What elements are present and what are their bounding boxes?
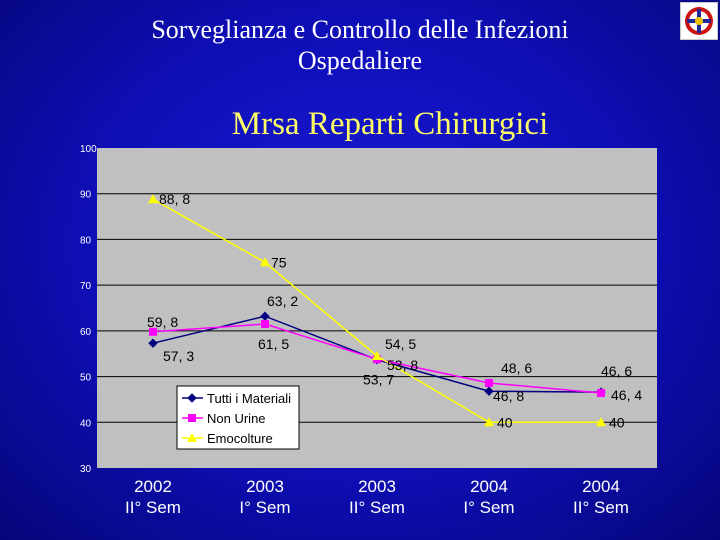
y-tick-label: 60	[80, 327, 92, 338]
legend-entry: Tutti i Materiali	[207, 391, 291, 406]
hospital-emblem-icon	[680, 2, 718, 40]
data-point	[484, 417, 494, 427]
data-label: 40	[609, 414, 625, 430]
legend-entry: Non Urine	[207, 411, 266, 426]
data-point	[484, 386, 494, 396]
data-label: 53, 7	[363, 372, 394, 388]
data-label: 75	[271, 254, 287, 270]
data-label: 48, 6	[501, 360, 532, 376]
x-tick-label: II° Sem	[125, 498, 181, 517]
data-label: 40	[497, 414, 513, 430]
x-tick-label: I° Sem	[463, 498, 514, 517]
data-point	[148, 194, 158, 204]
data-label: 63, 2	[267, 293, 298, 309]
slide-title-line-2: Ospedaliere	[297, 46, 423, 75]
y-tick-label: 30	[80, 464, 92, 475]
data-label: 57, 3	[163, 348, 194, 364]
y-tick-label: 80	[80, 235, 92, 246]
x-tick-label: 2002	[134, 477, 172, 496]
data-point	[485, 378, 493, 387]
x-tick-label: 2003	[246, 477, 284, 496]
data-label: 46, 8	[493, 388, 524, 404]
data-label: 54, 5	[385, 336, 416, 352]
x-tick-label: 2004	[582, 477, 620, 496]
slide-title-line-1: Sorveglianza e Controllo delle Infezioni	[151, 15, 569, 44]
x-tick-label: I° Sem	[239, 498, 290, 517]
data-point	[261, 320, 269, 328]
legend-swatch-marker	[188, 414, 196, 422]
data-point	[597, 389, 605, 398]
data-label: 61, 5	[258, 336, 289, 352]
data-point	[596, 417, 606, 427]
data-label: 46, 4	[611, 387, 642, 403]
legend-swatch-marker	[187, 393, 197, 403]
data-label: 59, 8	[147, 314, 178, 330]
x-tick-label: II° Sem	[573, 498, 629, 517]
y-tick-label: 50	[80, 373, 92, 384]
legend-swatch-marker	[187, 433, 197, 442]
y-tick-label: 70	[80, 281, 92, 292]
y-tick-label: 100	[80, 144, 97, 155]
y-tick-label: 40	[80, 418, 92, 429]
y-tick-label: 90	[80, 190, 92, 201]
data-point	[149, 327, 157, 336]
data-label: 53, 8	[387, 357, 418, 373]
x-tick-label: II° Sem	[349, 498, 405, 517]
legend-entry: Emocolture	[207, 431, 273, 446]
x-tick-label: 2003	[358, 477, 396, 496]
data-label: 88, 8	[159, 191, 190, 207]
data-point	[148, 338, 158, 348]
x-tick-label: 2004	[470, 477, 508, 496]
chart-title: Mrsa Reparti Chirurgici	[231, 106, 549, 142]
data-point	[372, 351, 382, 360]
data-point	[260, 257, 270, 267]
slide-title: Sorveglianza e Controllo delle Infezioni…	[60, 14, 660, 76]
data-label: 46, 6	[601, 363, 632, 379]
